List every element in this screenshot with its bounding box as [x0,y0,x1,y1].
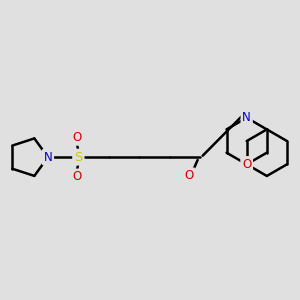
Text: O: O [242,158,251,171]
Text: N: N [44,151,52,164]
Text: O: O [185,169,194,182]
Text: N: N [242,111,251,124]
Text: O: O [72,170,81,183]
Text: S: S [74,151,82,164]
Text: O: O [72,131,81,144]
